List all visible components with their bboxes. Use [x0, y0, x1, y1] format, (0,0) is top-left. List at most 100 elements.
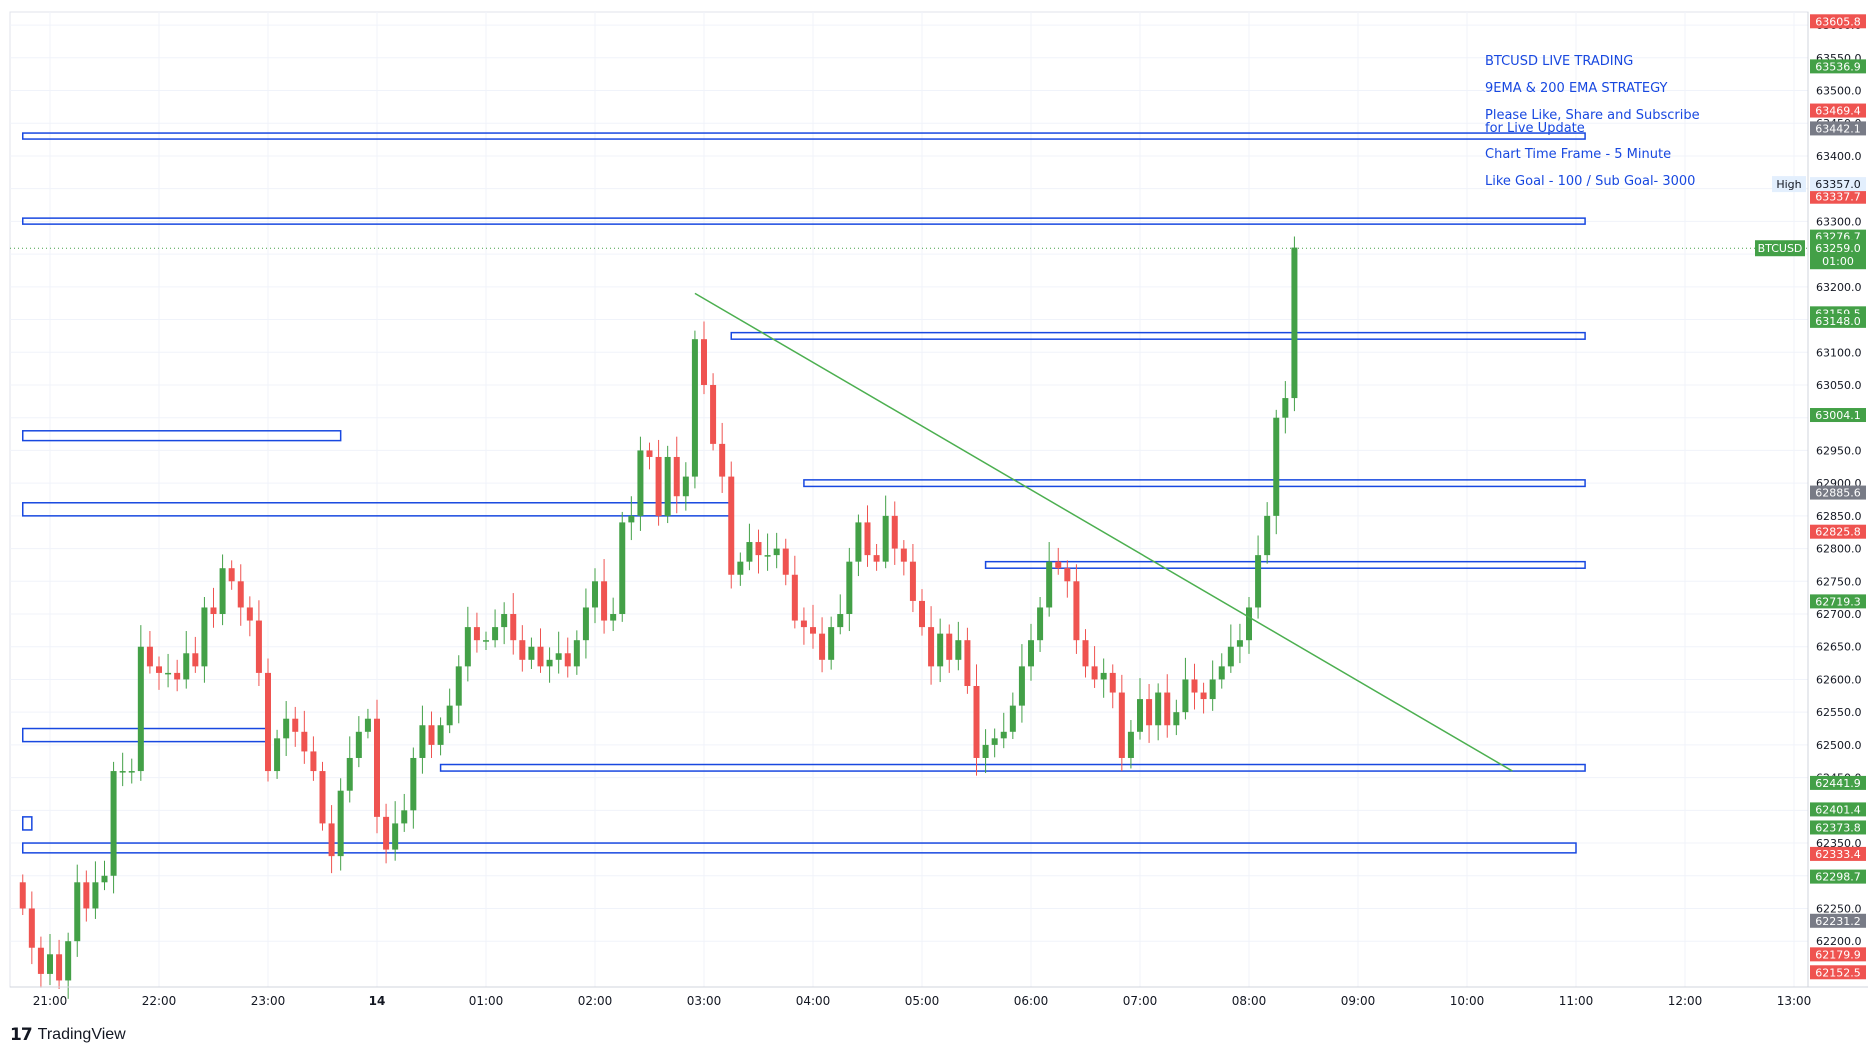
annotation-line: BTCUSD LIVE TRADING [1485, 54, 1633, 69]
candle [28, 891, 35, 965]
candle [437, 717, 444, 756]
annotation-line: 9EMA & 200 EMA STRATEGY [1485, 81, 1668, 96]
candle [900, 540, 907, 576]
candle-body [1282, 398, 1289, 418]
time-tick-label: 06:00 [1014, 994, 1049, 1008]
price-badge-bg [1810, 59, 1866, 74]
footer-brand[interactable]: 17 TradingView [10, 1022, 126, 1048]
candle [328, 805, 335, 874]
candle-body [664, 456, 671, 516]
candle [882, 495, 889, 569]
annotation-line: Chart Time Frame - 5 Minute [1485, 147, 1671, 162]
candle-body [464, 627, 471, 667]
time-tick-label: 12:00 [1668, 994, 1703, 1008]
candle [146, 631, 153, 674]
last-price-bg [1810, 239, 1866, 270]
time-tick-label: 02:00 [578, 994, 613, 1008]
candle-body [573, 640, 580, 667]
candle [1191, 663, 1198, 710]
candle-body [701, 339, 707, 385]
price-badge-bg [1810, 524, 1866, 539]
price-badge-text: 62373.8 [1815, 821, 1861, 834]
candle-body [56, 954, 63, 981]
symbol-badge-text: BTCUSD [1758, 242, 1803, 255]
candle-body [83, 882, 90, 909]
candle [165, 653, 172, 688]
candle [192, 636, 199, 673]
candle-body [782, 548, 789, 575]
candle [637, 436, 644, 531]
candle [101, 860, 108, 891]
candle [555, 631, 562, 674]
candle [919, 589, 925, 636]
price-badge: 62401.4 [1810, 802, 1866, 817]
candle [310, 736, 317, 781]
candle-body [900, 548, 907, 562]
price-badge-text: 62441.9 [1815, 777, 1861, 790]
candle [791, 555, 798, 629]
candle [691, 330, 698, 489]
candle-body [991, 738, 998, 745]
candle-body [1127, 731, 1134, 758]
candle [646, 442, 653, 470]
candle-body [1137, 699, 1143, 732]
candle-body [492, 627, 499, 641]
candle-body [610, 614, 617, 621]
candle [37, 936, 44, 988]
candle [1146, 684, 1153, 743]
candle-body [237, 581, 244, 608]
candle [65, 932, 72, 999]
price-badge-bg [1810, 594, 1866, 609]
candle-body [1073, 581, 1080, 641]
candle-body [1109, 672, 1116, 693]
candle [237, 564, 244, 626]
candle-body [501, 614, 508, 628]
price-tick-label: 62800.0 [1816, 543, 1862, 556]
candle [1246, 597, 1252, 654]
time-tick-label: 10:00 [1450, 994, 1485, 1008]
candle [228, 560, 235, 590]
time-tick-label: 05:00 [905, 994, 940, 1008]
candle-body [673, 456, 680, 497]
candle [1127, 720, 1134, 769]
candle-body [255, 620, 262, 673]
price-badge-bg [1810, 485, 1866, 500]
candle [891, 501, 898, 565]
countdown-text: 01:00 [1822, 255, 1854, 268]
candle [210, 587, 217, 628]
price-badge-bg [1810, 189, 1866, 204]
price-badge-bg [1810, 965, 1866, 980]
candle-body [973, 685, 980, 758]
candle-body [274, 738, 281, 772]
price-badge: 63469.4 [1810, 103, 1866, 118]
sr-zone [984, 560, 1586, 569]
candle [19, 874, 26, 916]
candle-body [228, 568, 235, 582]
candle [737, 552, 744, 586]
candle-body [909, 561, 916, 601]
candle [110, 761, 117, 894]
candle [137, 625, 144, 781]
candle-body [882, 515, 889, 562]
price-badge-text: 63469.4 [1815, 105, 1861, 118]
price-badge-text: 62152.5 [1815, 966, 1861, 979]
candle-body [555, 653, 562, 660]
plot-area[interactable] [9, 11, 1809, 988]
price-badge-text: 63605.8 [1815, 15, 1861, 28]
candle [592, 568, 598, 624]
price-badge-bg [1810, 869, 1866, 884]
time-tick-label: 21:00 [33, 994, 68, 1008]
candle [1218, 653, 1225, 689]
candle-body [183, 653, 190, 680]
price-tick-label: 62600.0 [1816, 673, 1862, 686]
candle-body [101, 875, 108, 883]
candle-body [410, 757, 417, 811]
candle [301, 710, 308, 764]
candle [1291, 236, 1298, 412]
candle [156, 656, 162, 690]
price-badge-text: 63148.0 [1815, 315, 1861, 328]
trendline [694, 292, 1513, 772]
price-badge: 63605.8 [1810, 14, 1866, 29]
